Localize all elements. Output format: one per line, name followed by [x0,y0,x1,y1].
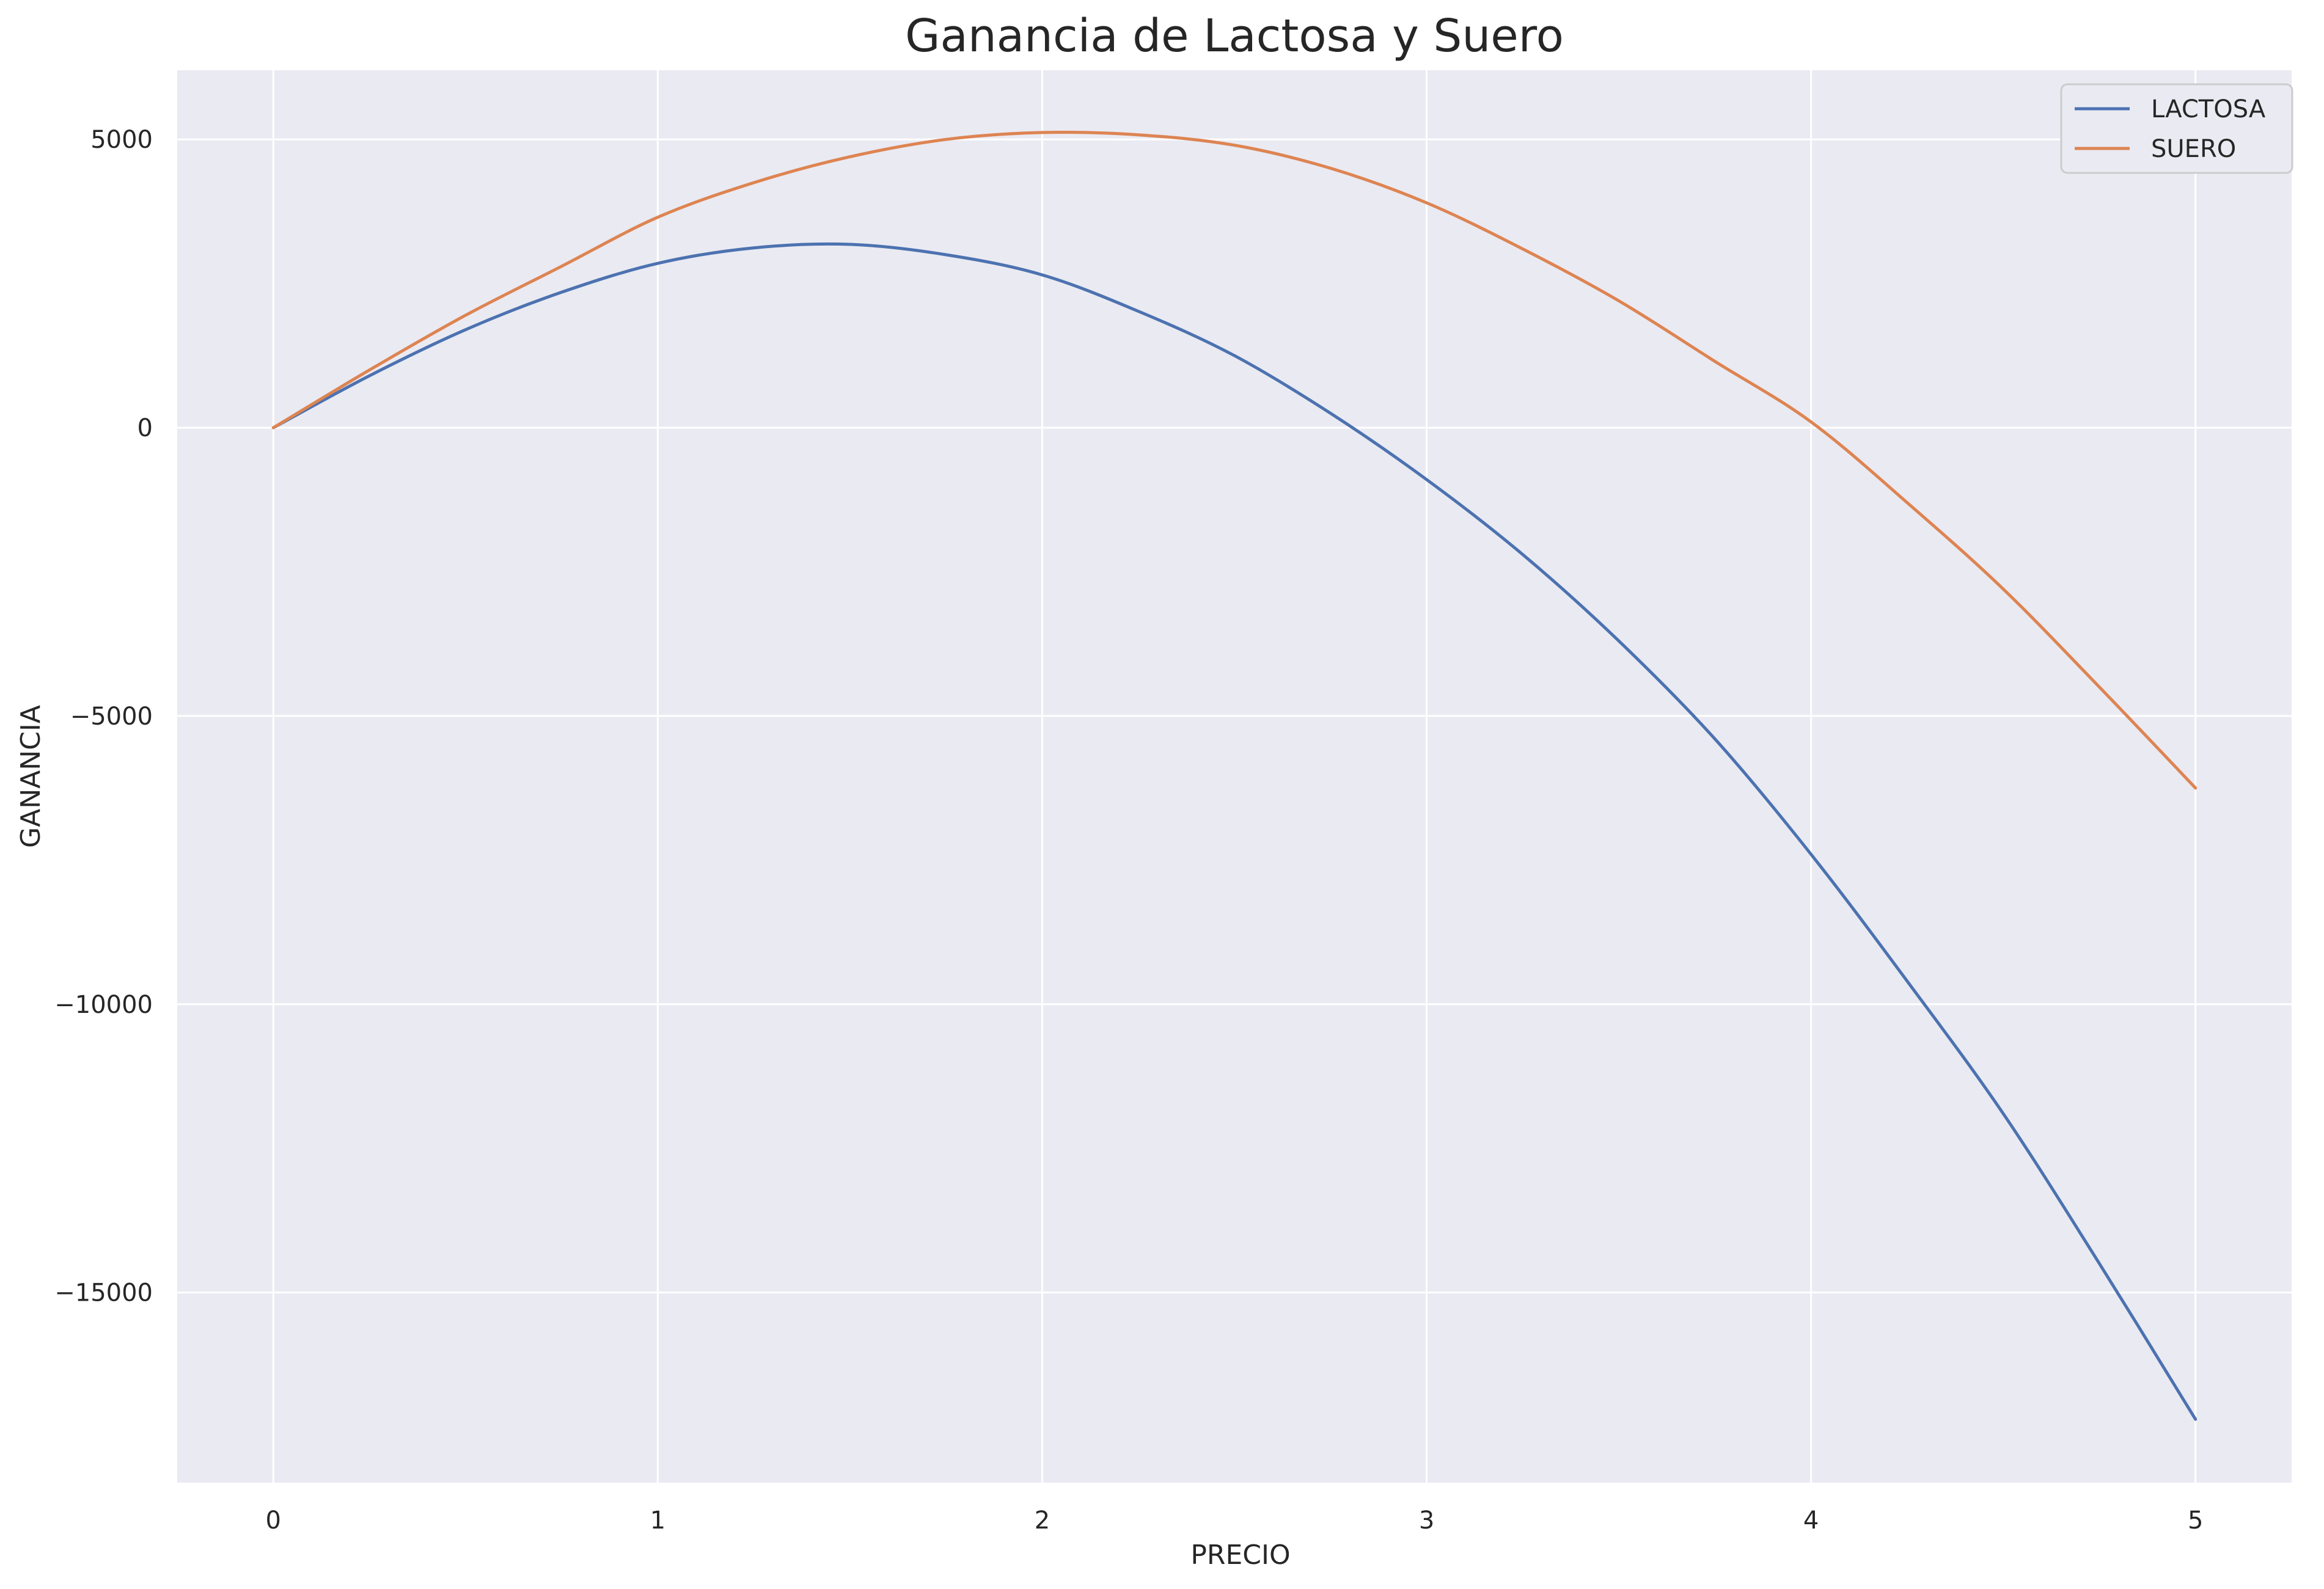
chart-title: Ganancia de Lactosa y Suero [905,10,1564,62]
series-line-suero [271,130,2198,790]
y-tick-label: −10000 [54,991,153,1019]
y-tick-label: −15000 [54,1279,153,1307]
x-tick-label: 2 [1035,1507,1050,1535]
y-axis-label: GANANCIA [15,705,46,848]
legend-label-lactosa: LACTOSA [2151,95,2266,123]
y-tick-label: 0 [137,414,153,442]
x-tick-labels: 0 1 2 3 4 5 [266,1507,2204,1535]
series-lines [271,130,2198,1421]
grid-lines [177,70,2292,1483]
legend-label-suero: SUERO [2151,135,2236,163]
y-tick-label: −5000 [70,703,153,731]
series-line-lactosa [271,242,2198,1421]
y-tick-label: 5000 [90,126,153,154]
x-tick-label: 3 [1419,1507,1434,1535]
x-axis-label: PRECIO [1190,1540,1290,1571]
x-tick-label: 0 [266,1507,281,1535]
legend-box [2060,83,2293,174]
x-tick-label: 5 [2188,1507,2203,1535]
legend: LACTOSA SUERO [2060,83,2293,174]
x-tick-label: 4 [1803,1507,1819,1535]
y-tick-labels: 5000 0 −5000 −10000 −15000 [54,126,153,1307]
plot-background [177,70,2292,1483]
x-tick-label: 1 [650,1507,665,1535]
